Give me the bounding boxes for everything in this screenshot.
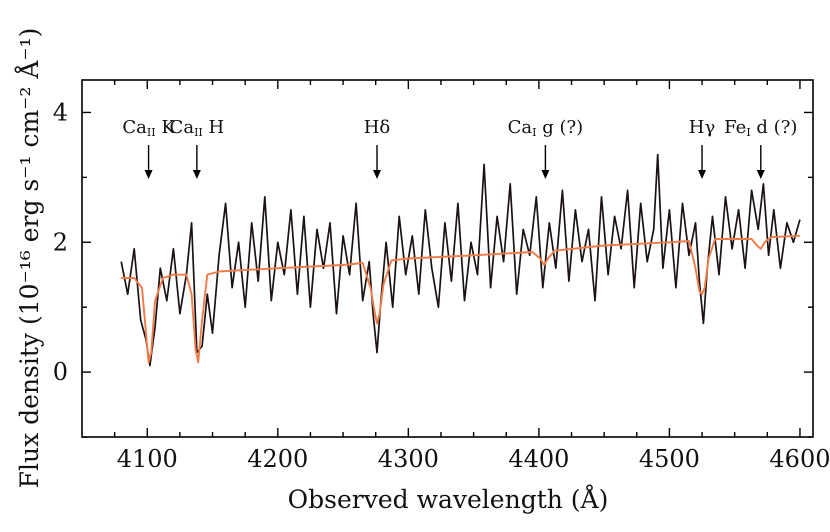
x-axis-title: Observed wavelength (Å) (288, 484, 609, 514)
x-tick-label: 4100 (117, 445, 178, 473)
spectral-line-label: FeI d (?) (724, 117, 797, 139)
spectral-line-marker: Hγ (689, 117, 715, 179)
line-arrow-head (541, 170, 550, 179)
spectral-line-marker: CaI g (?) (508, 117, 584, 179)
x-tick-label: 4300 (378, 445, 439, 473)
line-arrow-head (756, 170, 765, 179)
spectral-line-marker: CaII K (122, 117, 175, 179)
y-tick-label: 2 (53, 228, 68, 256)
spectral-line-label: CaII H (170, 117, 225, 139)
plot-area (81, 79, 814, 438)
spectral-line-marker: FeI d (?) (724, 117, 797, 179)
spectral-line-marker: Hδ (364, 117, 391, 179)
line-arrow-head (144, 170, 153, 179)
x-tick-label: 4500 (639, 445, 700, 473)
spectral-line-label: CaII K (122, 117, 175, 139)
series-group (120, 153, 801, 367)
x-tick-label: 4400 (508, 445, 569, 473)
spectral-line-label: Hδ (364, 117, 391, 138)
y-tick-label: 0 (53, 358, 68, 386)
line-arrow-head (698, 170, 707, 179)
observed-spectrum-line (120, 153, 801, 367)
plot-frame (81, 79, 814, 438)
model-spectrum-line (121, 234, 800, 364)
y-tick-label: 4 (53, 98, 68, 126)
spectral-line-label: CaI g (?) (508, 117, 584, 139)
line-arrow-head (192, 170, 201, 179)
line-arrow-head (373, 170, 382, 179)
spectral-line-label: Hγ (689, 117, 715, 138)
axis-ticks: 4100 4200 4300 4400 4500 4600 0 2 4 (53, 80, 830, 473)
y-axis-title: Flux density (10⁻¹⁶ erg s⁻¹ cm⁻² Å⁻¹) (14, 28, 44, 489)
spectral-line-marker: CaII H (170, 117, 225, 179)
x-tick-label: 4200 (247, 445, 308, 473)
x-tick-label: 4600 (769, 445, 830, 473)
